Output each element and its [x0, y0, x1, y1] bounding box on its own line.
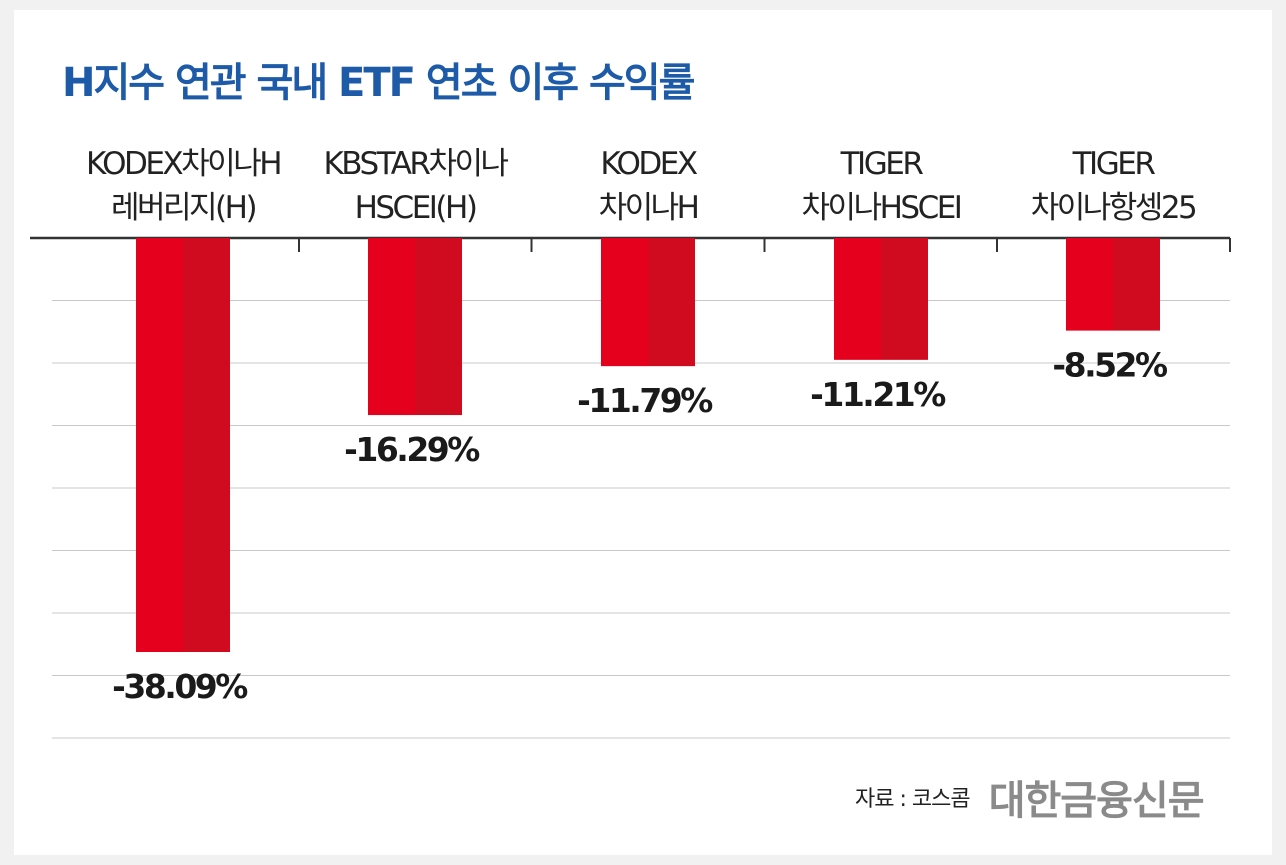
data-label: -16.29%	[344, 430, 480, 469]
bar-shade	[415, 238, 462, 416]
data-label: -38.09%	[112, 667, 248, 706]
bar	[1066, 238, 1113, 331]
category-label-line: TIGER	[1072, 146, 1156, 182]
bar	[834, 238, 881, 360]
data-label: -8.52%	[1052, 346, 1168, 385]
bar	[601, 238, 648, 367]
bar-shade	[183, 238, 230, 652]
category-label-line: 레버리지(H)	[110, 190, 258, 226]
category-label-line: KODEX	[600, 146, 698, 182]
chart-title: H지수 연관 국내 ETF 연초 이후 수익률	[62, 60, 695, 106]
bar-shade	[1113, 238, 1160, 331]
category-label-line: KBSTAR차이나	[323, 146, 509, 182]
category-label: KBSTAR차이나 HSCEI(H)	[295, 142, 535, 230]
source-label: 자료 : 코스콤	[855, 787, 971, 812]
category-label: TIGER 차이나HSCEI	[761, 142, 1001, 230]
category-label: KODEX차이나H 레버리지(H)	[63, 142, 303, 230]
bar	[136, 238, 183, 652]
category-label: KODEX 차이나H	[528, 142, 768, 230]
data-label: -11.79%	[577, 381, 713, 420]
category-label-line: HSCEI(H)	[354, 190, 478, 226]
category-label-line: TIGER	[840, 146, 924, 182]
bar-shade	[648, 238, 695, 367]
source-credit: 자료 : 코스콤 대한금융신문	[855, 768, 1205, 826]
category-label-line: KODEX차이나H	[85, 146, 283, 182]
data-label: -11.21%	[810, 375, 946, 414]
bar	[368, 238, 415, 416]
bar-shade	[881, 238, 928, 360]
publisher-logo: 대한금융신문	[988, 778, 1205, 824]
category-label-line: 차이나HSCEI	[801, 190, 963, 226]
category-label: TIGER 차이나항셍25	[993, 142, 1233, 230]
category-label-line: 차이나항셍25	[1030, 190, 1198, 226]
category-label-line: 차이나H	[598, 190, 700, 226]
